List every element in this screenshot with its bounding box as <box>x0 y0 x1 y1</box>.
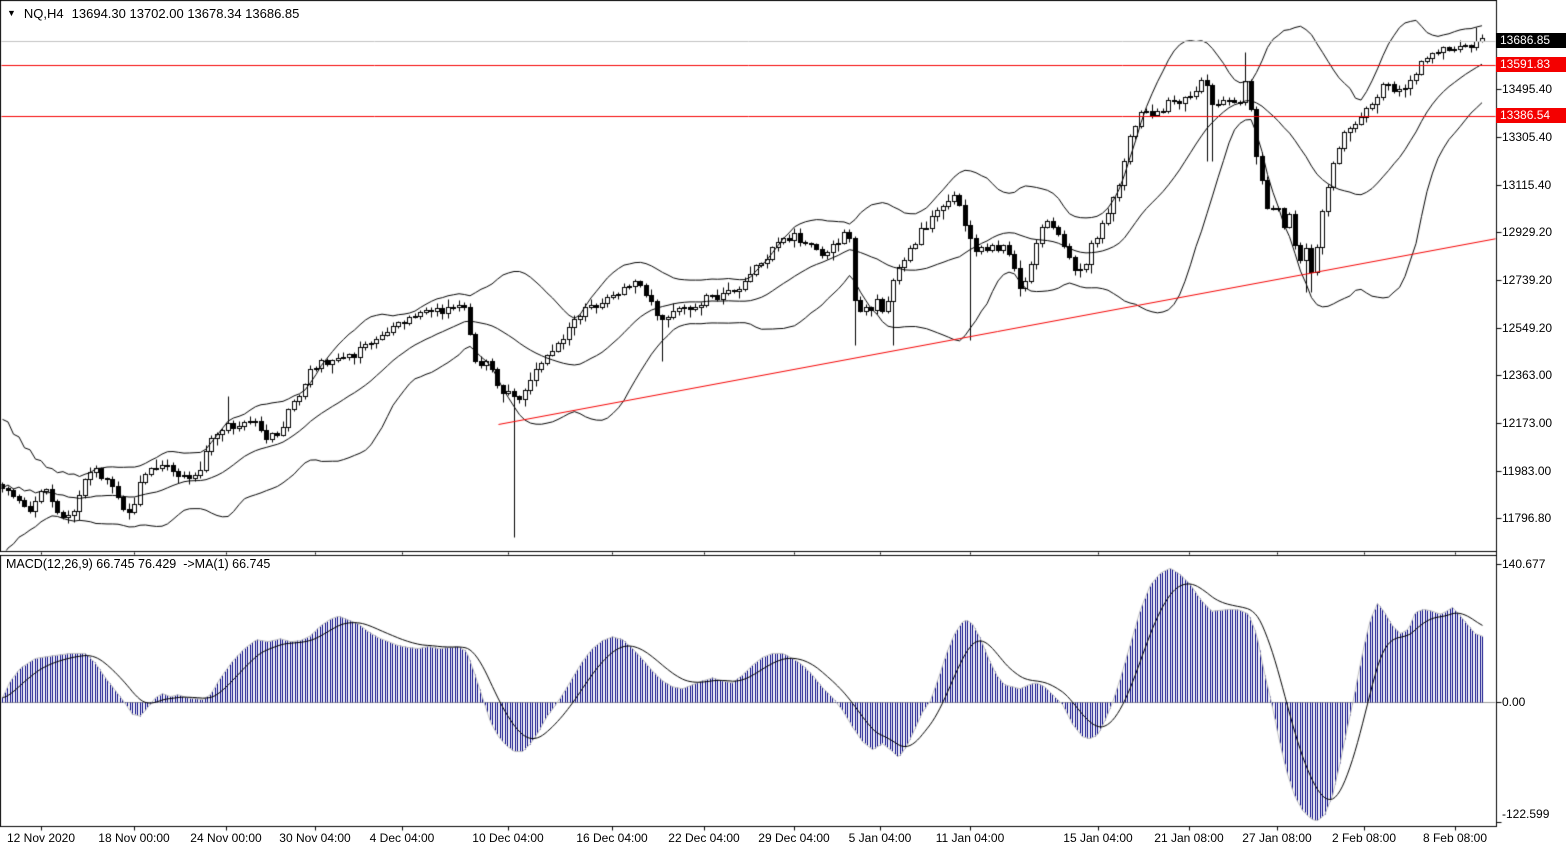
current-price-badge: 13686.85 <box>1496 32 1566 48</box>
macd-indicator-label: MACD(12,26,9) 66.745 76.429 ->MA(1) 66.7… <box>6 557 271 571</box>
macd-axis-tick-label: -122.599 <box>1502 807 1550 821</box>
time-axis-tick-label: 2 Feb 08:00 <box>1331 831 1397 845</box>
time-axis-tick-label: 15 Jan 04:00 <box>1063 831 1133 845</box>
macd-axis-tick-label: 140.677 <box>1502 557 1546 571</box>
time-axis-tick-label: 18 Nov 00:00 <box>98 831 170 845</box>
price-axis-tick-label: 12173.00 <box>1502 415 1553 430</box>
time-axis-tick-label: 8 Feb 08:00 <box>1422 831 1488 845</box>
symbol-dropdown-icon[interactable]: ▼ <box>7 8 16 18</box>
time-axis-tick-label: 4 Dec 04:00 <box>369 831 435 845</box>
time-axis-tick-label: 16 Dec 04:00 <box>576 831 648 845</box>
time-axis-tick-label: 21 Jan 08:00 <box>1154 831 1224 845</box>
macd-axis-tick-label: 0.00 <box>1502 695 1526 709</box>
chart-header: ▼ NQ,H4 13694.30 13702.00 13678.34 13686… <box>7 6 299 21</box>
time-axis-tick-label: 29 Dec 04:00 <box>758 831 830 845</box>
price-axis-tick-label: 12363.00 <box>1502 367 1553 382</box>
price-axis-tick-label: 12549.20 <box>1502 320 1553 335</box>
time-axis-tick-label: 24 Nov 00:00 <box>190 831 262 845</box>
price-axis-tick-label: 13305.40 <box>1502 129 1553 144</box>
time-axis-tick-label: 11 Jan 04:00 <box>935 831 1005 845</box>
price-axis-tick-label: 13495.40 <box>1502 82 1553 96</box>
price-axis-tick-label: 13115.40 <box>1502 177 1552 192</box>
price-axis-tick-label: 12739.20 <box>1502 272 1553 287</box>
time-axis-tick-label: 27 Jan 08:00 <box>1242 831 1312 845</box>
price-axis-tick-label: 11796.80 <box>1502 510 1552 525</box>
time-axis-tick-label: 22 Dec 04:00 <box>668 831 740 845</box>
time-axis-tick-label: 30 Nov 04:00 <box>279 831 351 845</box>
ohlc-values: 13694.30 13702.00 13678.34 13686.85 <box>71 6 300 21</box>
symbol-timeframe-label: NQ,H4 <box>23 6 64 21</box>
support-level-badge[interactable]: 13386.54 <box>1496 108 1566 124</box>
time-axis-tick-label: 5 Jan 04:00 <box>848 831 912 845</box>
resistance-level-badge[interactable]: 13591.83 <box>1496 56 1566 72</box>
price-axis-tick-label: 11983.00 <box>1502 463 1552 478</box>
time-axis-tick-label: 10 Dec 04:00 <box>472 831 544 845</box>
time-axis-tick-label: 12 Nov 2020 <box>6 831 76 845</box>
price-axis-tick-label: 12929.20 <box>1502 224 1553 239</box>
